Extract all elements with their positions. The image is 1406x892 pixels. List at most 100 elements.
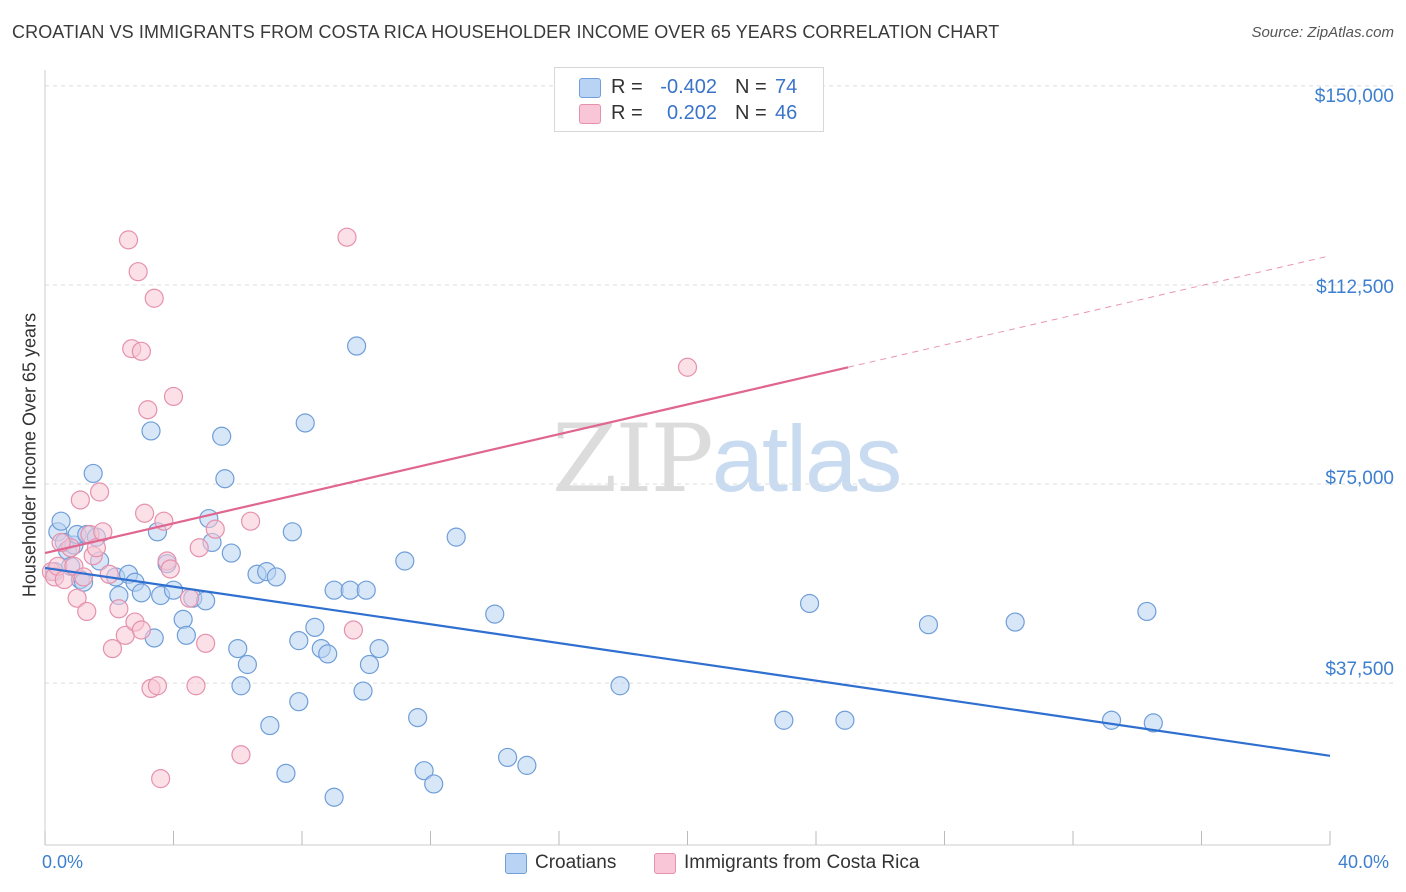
- watermark-zip: ZIP: [552, 405, 714, 514]
- point-costa-rica: [77, 601, 97, 622]
- swatch-croatians: [505, 853, 527, 874]
- point-costa-rica: [131, 341, 151, 361]
- point-costa-rica: [163, 386, 184, 407]
- chart-title: CROATIAN VS IMMIGRANTS FROM COSTA RICA H…: [12, 22, 1000, 42]
- point-croatians: [324, 787, 344, 807]
- swatch-costa-rica: [579, 104, 601, 124]
- point-costa-rica: [179, 588, 200, 608]
- point-croatians: [835, 710, 855, 730]
- legend-label: Immigrants from Costa Rica: [684, 852, 920, 873]
- y-tick-label: $37,500: [1325, 659, 1394, 680]
- point-costa-rica: [93, 522, 113, 542]
- point-croatians: [289, 692, 309, 712]
- point-costa-rica: [147, 676, 168, 696]
- point-costa-rica: [134, 503, 155, 523]
- point-croatians: [347, 336, 367, 356]
- point-croatians: [318, 644, 338, 664]
- point-croatians: [131, 583, 151, 603]
- point-croatians: [324, 580, 344, 600]
- point-costa-rica: [99, 564, 119, 584]
- point-croatians: [196, 591, 216, 611]
- point-costa-rica: [160, 559, 180, 579]
- r-value: -0.402: [660, 76, 717, 98]
- point-croatians: [340, 580, 360, 600]
- point-croatians: [176, 625, 196, 645]
- point-croatians: [485, 604, 505, 624]
- point-croatians: [498, 747, 518, 768]
- point-croatians: [305, 617, 325, 637]
- point-croatians: [424, 774, 444, 794]
- point-croatians: [356, 580, 376, 600]
- point-croatians: [276, 763, 296, 783]
- point-croatians: [260, 715, 280, 736]
- point-croatians: [774, 710, 794, 730]
- point-croatians: [353, 681, 373, 701]
- point-costa-rica: [205, 519, 225, 539]
- point-costa-rica: [102, 638, 123, 659]
- point-croatians: [1101, 710, 1122, 730]
- point-costa-rica: [128, 262, 148, 282]
- point-croatians: [173, 609, 193, 630]
- point-croatians: [1143, 713, 1163, 733]
- point-croatians: [610, 676, 630, 696]
- point-costa-rica: [343, 620, 363, 640]
- x-tick-label: 0.0%: [42, 852, 84, 872]
- point-costa-rica: [138, 400, 158, 420]
- watermark-atlas: atlas: [711, 406, 903, 511]
- trend-line-croatians: [44, 566, 1331, 757]
- r-label: R =: [611, 102, 643, 124]
- swatch-costa-rica: [654, 853, 676, 874]
- point-costa-rica: [90, 482, 110, 502]
- point-croatians: [215, 469, 235, 489]
- y-tick-label: $150,000: [1314, 86, 1394, 107]
- point-croatians: [237, 654, 257, 675]
- watermark: ZIPatlas: [552, 405, 903, 514]
- point-croatians: [408, 708, 428, 728]
- point-croatians: [799, 593, 820, 614]
- point-croatians: [395, 551, 415, 571]
- point-costa-rica: [118, 230, 139, 250]
- point-croatians: [51, 511, 71, 531]
- point-croatians: [918, 615, 939, 635]
- point-croatians: [231, 676, 251, 696]
- point-croatians: [266, 567, 286, 587]
- point-costa-rica: [196, 633, 216, 653]
- point-costa-rica: [131, 620, 151, 640]
- point-croatians: [282, 522, 302, 542]
- point-costa-rica: [241, 511, 261, 531]
- y-tick-label: $112,500: [1316, 277, 1394, 298]
- r-value: 0.202: [666, 102, 717, 124]
- point-croatians: [228, 638, 248, 659]
- point-costa-rica: [70, 490, 90, 510]
- point-costa-rica: [231, 745, 251, 765]
- point-croatians: [212, 426, 232, 446]
- point-croatians: [517, 755, 537, 775]
- n-value: 46: [775, 102, 798, 124]
- trend-line-costa-rica: [44, 366, 849, 555]
- correlation-legend: R = -0.402 N = 74 R = 0.202 N = 46: [554, 67, 824, 132]
- point-costa-rica: [73, 567, 94, 587]
- point-croatians: [1137, 601, 1157, 622]
- point-croatians: [1005, 612, 1025, 632]
- y-tick-label: $75,000: [1325, 468, 1394, 489]
- point-costa-rica: [144, 288, 164, 308]
- n-value: 74: [775, 76, 798, 98]
- point-croatians: [289, 631, 309, 651]
- point-costa-rica: [51, 532, 71, 553]
- point-costa-rica: [109, 599, 129, 619]
- point-costa-rica: [189, 538, 209, 558]
- x-tick-label: 40.0%: [1338, 852, 1390, 872]
- trend-line-extension-costa-rica: [848, 255, 1331, 368]
- point-croatians: [221, 543, 241, 563]
- r-label: R =: [611, 76, 643, 98]
- y-axis-label: Householder Income Over 65 years: [19, 312, 40, 598]
- point-costa-rica: [67, 588, 87, 608]
- source-label: Source: ZipAtlas.com: [1251, 24, 1394, 41]
- n-label: N =: [735, 102, 767, 124]
- swatch-croatians: [579, 78, 601, 98]
- point-costa-rica: [186, 676, 206, 696]
- point-croatians: [414, 761, 434, 781]
- point-croatians: [141, 421, 161, 441]
- point-costa-rica: [677, 357, 698, 377]
